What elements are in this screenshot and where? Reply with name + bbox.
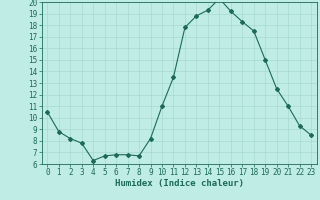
X-axis label: Humidex (Indice chaleur): Humidex (Indice chaleur) [115, 179, 244, 188]
